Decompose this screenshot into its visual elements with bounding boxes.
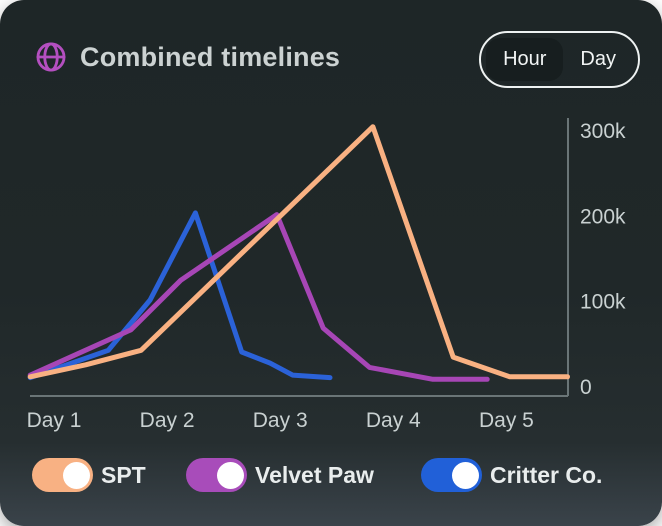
interval-toggle-group: Hour Day <box>479 31 640 88</box>
y-tick-label: 300k <box>580 120 626 143</box>
legend-label-spt: SPT <box>101 461 146 488</box>
critter-co-toggle-switch[interactable] <box>421 458 482 492</box>
toggle-knob <box>216 461 244 489</box>
series-line-velvet-paw <box>27 212 490 382</box>
series-line-spt <box>27 124 570 380</box>
legend-label-velvet-paw: Velvet Paw <box>255 461 374 488</box>
x-tick-label: Day 1 <box>27 409 82 432</box>
x-tick-label: Day 5 <box>479 409 534 432</box>
y-tick-label: 0 <box>580 376 592 399</box>
card-title: Combined timelines <box>80 41 341 72</box>
spt-toggle-switch[interactable] <box>32 458 93 492</box>
toggle-knob <box>62 461 90 489</box>
interval-option-day[interactable]: Day <box>563 38 633 81</box>
x-tick-label: Day 3 <box>253 409 308 432</box>
timeline-chart: 300k 200k 100k 0 Day 1 Day 2 Day 3 Day 4 Day 5 <box>27 118 626 432</box>
globe-icon <box>36 42 66 72</box>
legend-item-velvet-paw: Velvet Paw <box>186 458 374 492</box>
y-tick-label: 100k <box>580 291 626 314</box>
x-tick-label: Day 2 <box>140 409 195 432</box>
legend-item-critter-co: Critter Co. <box>421 458 602 492</box>
card-header: Combined timelines <box>34 40 340 74</box>
y-tick-label: 200k <box>580 205 626 228</box>
legend-label-critter-co: Critter Co. <box>490 461 603 488</box>
velvet-paw-toggle-switch[interactable] <box>186 458 247 492</box>
interval-option-hour[interactable]: Hour <box>486 38 564 81</box>
legend-item-spt: SPT <box>32 458 146 492</box>
x-tick-label: Day 4 <box>366 409 421 432</box>
chart-legend: SPT Velvet Paw Critter Co. <box>0 458 662 494</box>
series-line-critter-co- <box>27 210 333 381</box>
toggle-knob <box>451 461 479 489</box>
